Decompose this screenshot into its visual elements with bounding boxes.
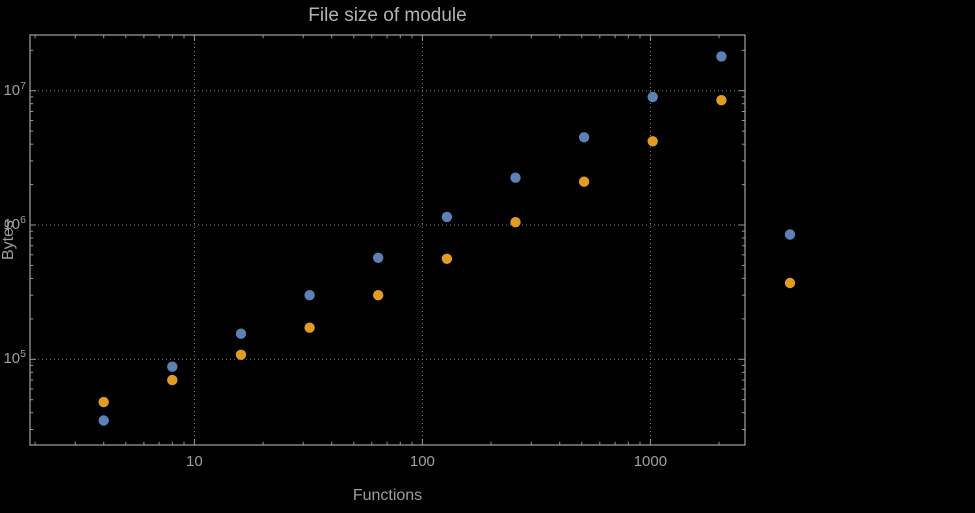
y-tick-exponent: 6 — [20, 214, 26, 226]
data-point-series-2 — [441, 253, 453, 264]
plot-frame — [29, 34, 746, 446]
x-tick-label: 1000 — [633, 453, 668, 470]
data-point-series-2 — [167, 374, 178, 386]
data-point-series-2 — [784, 277, 796, 289]
y-tick-label: 106 — [3, 214, 26, 233]
x-tick-label: 10 — [186, 453, 203, 470]
data-point-series-1 — [578, 132, 590, 143]
data-point-series-2 — [578, 176, 590, 187]
data-point-series-2 — [304, 322, 315, 333]
x-axis-label: Functions — [352, 487, 423, 504]
data-point-series-1 — [784, 229, 796, 240]
y-tick-exponent: 7 — [20, 79, 26, 92]
data-point-series-1 — [304, 290, 315, 301]
data-point-series-1 — [167, 361, 178, 372]
data-point-series-2 — [373, 290, 384, 301]
y-tick-exponent: 5 — [20, 348, 26, 361]
data-point-series-1 — [373, 252, 384, 263]
y-tick-label: 105 — [3, 348, 26, 368]
chart-title: File size of module — [308, 5, 467, 26]
data-point-series-2 — [510, 217, 521, 228]
x-tick-label: 100 — [409, 453, 435, 470]
data-point-series-2 — [235, 349, 247, 360]
data-point-series-1 — [647, 91, 658, 103]
y-tick-label: 107 — [3, 79, 26, 99]
data-point-series-1 — [235, 328, 247, 339]
data-point-series-1 — [441, 211, 453, 223]
data-point-series-1 — [510, 172, 521, 183]
data-point-series-2 — [647, 136, 658, 147]
data-point-series-2 — [716, 95, 727, 106]
data-point-series-1 — [716, 51, 727, 62]
data-point-series-1 — [98, 415, 109, 426]
data-point-series-2 — [98, 396, 109, 408]
